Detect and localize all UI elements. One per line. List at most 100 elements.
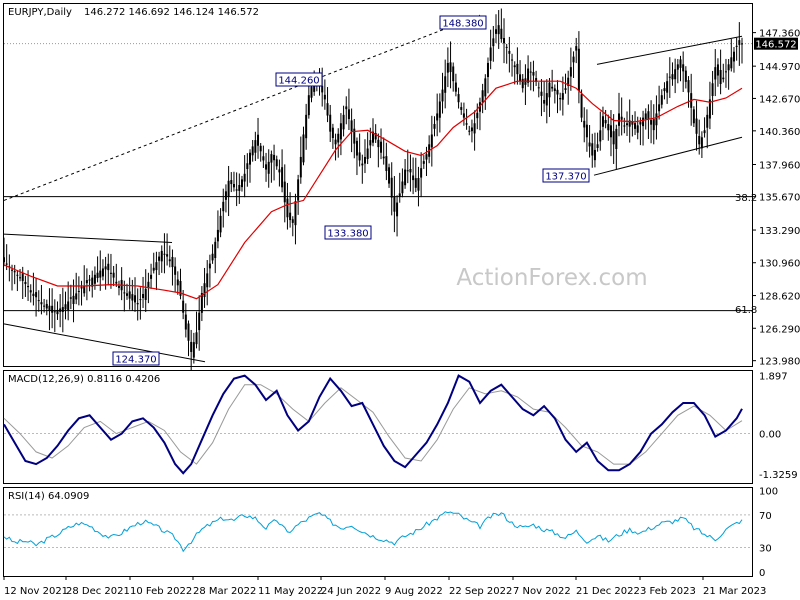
candle-body — [412, 175, 415, 181]
candle-body — [222, 201, 225, 212]
candle-body — [468, 130, 471, 132]
candle-body — [500, 28, 503, 40]
candle-body — [679, 59, 682, 68]
rsi-title: RSI(14) 64.0909 — [8, 491, 89, 502]
candle-body — [430, 134, 433, 148]
candle-body — [273, 154, 276, 161]
candle-body — [347, 109, 350, 120]
x-axis-label-3: 28 Mar 2022 — [193, 586, 256, 597]
candle-body — [492, 38, 495, 47]
price-axis-label-5: 135.670 — [759, 193, 800, 204]
candle-body — [513, 65, 516, 68]
candle-body — [497, 25, 500, 35]
price-axis-label-4: 137.960 — [759, 161, 800, 172]
candle-body — [262, 156, 265, 161]
x-axis-label-7: 22 Sep 2022 — [449, 586, 512, 597]
candle-body — [628, 120, 631, 127]
price-annotation-3: 137.370 — [545, 172, 586, 183]
candle-body — [67, 301, 70, 311]
candle-body — [698, 135, 701, 145]
candle-body — [307, 95, 310, 116]
moving-average-line — [3, 80, 743, 300]
candle-body — [232, 183, 235, 188]
candle-body — [382, 156, 385, 159]
candle-body — [24, 281, 27, 285]
candle-body — [291, 219, 294, 223]
candle-body — [599, 130, 602, 142]
candle-body — [695, 118, 698, 134]
candle-body — [596, 144, 599, 148]
candle-body — [409, 169, 412, 173]
candle-body — [374, 132, 377, 140]
candle-body — [72, 295, 75, 305]
candle-body — [3, 257, 5, 263]
price-annotation-4: 124.370 — [115, 355, 156, 366]
candle-body — [198, 312, 201, 331]
macd-panel-frame — [3, 370, 753, 484]
rsi-axis-label-1: 70 — [759, 511, 772, 522]
candle-body — [342, 114, 345, 130]
price-annotation-2: 133.380 — [327, 229, 368, 240]
candle-body — [484, 78, 487, 97]
candle-body — [179, 280, 182, 296]
price-axis-label-2: 142.670 — [759, 94, 800, 105]
candle-body — [91, 277, 94, 287]
candle-body — [537, 87, 540, 89]
macd-axis-label-1: 0.00 — [759, 430, 781, 441]
candle-body — [208, 263, 211, 269]
candle-body — [112, 272, 115, 278]
price-panel-frame — [3, 3, 753, 367]
candle-body — [604, 119, 607, 124]
candle-body — [251, 146, 254, 156]
x-axis-label-2: 10 Feb 2022 — [130, 586, 192, 597]
candle-body — [674, 69, 677, 80]
candle-body — [380, 141, 383, 153]
candle-body — [577, 48, 580, 91]
candle-body — [176, 279, 179, 286]
candle-body — [404, 169, 407, 186]
candle-body — [83, 286, 86, 294]
candle-body — [551, 86, 554, 89]
candle-body — [620, 116, 623, 120]
candle-body — [353, 128, 356, 144]
x-axis-label-1: 28 Dec 2021 — [66, 586, 130, 597]
candle-body — [77, 290, 80, 292]
candle-body — [700, 137, 703, 149]
candle-body — [390, 177, 393, 198]
candle-body — [660, 95, 663, 105]
price-annotation-box-0 — [439, 15, 487, 30]
candle-body — [676, 64, 679, 70]
candle-body — [478, 102, 481, 112]
candle-body — [593, 149, 596, 161]
candle-body — [396, 202, 399, 217]
candle-body — [19, 277, 22, 279]
x-axis-label-0: 12 Nov 2021 — [4, 586, 68, 597]
candle-body — [230, 180, 233, 185]
candle-body — [714, 67, 717, 80]
candle-body — [286, 198, 289, 218]
candle-body — [43, 305, 46, 307]
price-annotation-box-4 — [112, 351, 160, 366]
candle-body — [265, 164, 268, 170]
channel-top-left — [3, 233, 173, 244]
candle-body — [235, 189, 238, 191]
candle-body — [48, 305, 51, 311]
candle-body — [147, 281, 150, 288]
candle-body — [249, 152, 251, 165]
candle-body — [452, 66, 455, 82]
fib-label-382: 38.2 — [735, 193, 757, 204]
candle-body — [650, 119, 653, 125]
candle-body — [601, 116, 604, 127]
candle-body — [503, 37, 506, 44]
candle-body — [257, 134, 260, 146]
candle-body — [275, 159, 278, 167]
candle-body — [53, 311, 56, 313]
candle-body — [553, 88, 556, 91]
macd-title: MACD(12,26,9) 0.8116 0.4206 — [8, 374, 160, 385]
candle-body — [414, 178, 417, 188]
candle-body — [329, 114, 332, 132]
candle-body — [299, 156, 302, 178]
candle-body — [187, 323, 190, 341]
candle-body — [13, 271, 16, 273]
